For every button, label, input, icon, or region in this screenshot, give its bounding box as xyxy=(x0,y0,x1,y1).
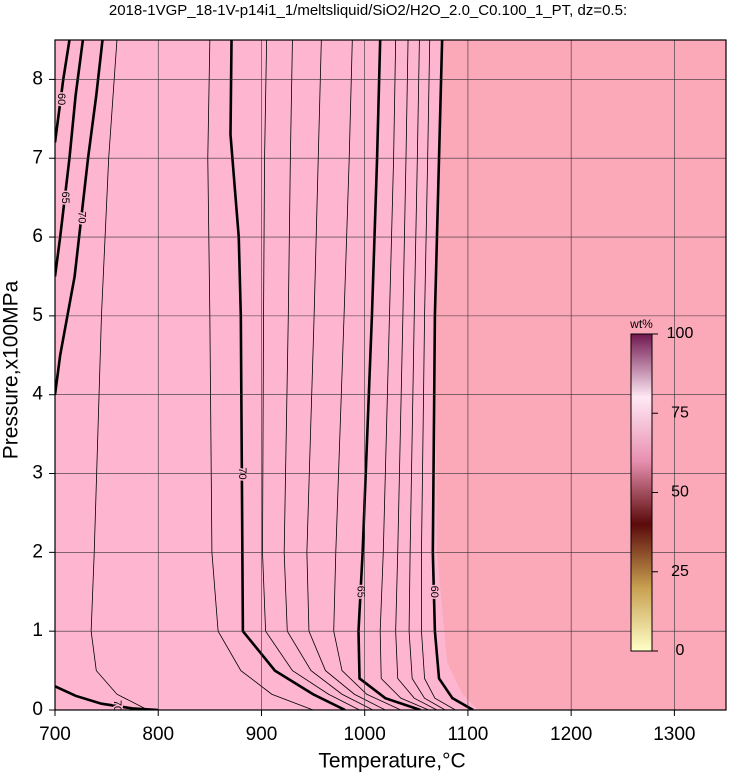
contour-label: 70 xyxy=(75,211,87,223)
x-tick-label: 1300 xyxy=(653,724,695,745)
contour-line xyxy=(379,40,429,710)
colorbar-tick-label: 25 xyxy=(671,563,689,580)
colorbar-tick-label: 100 xyxy=(667,325,694,342)
contour-line xyxy=(283,40,374,710)
y-tick-label: 2 xyxy=(32,541,43,562)
contour-line xyxy=(333,40,401,710)
y-axis-label: Pressure,x100MPa xyxy=(0,280,23,459)
colorbar-tick-label: 50 xyxy=(671,484,689,501)
colorbar xyxy=(630,333,653,652)
colorbar-label: wt% xyxy=(629,317,653,331)
contour-label: 60 xyxy=(55,93,67,105)
contour-line xyxy=(55,685,159,710)
x-tick-label: 700 xyxy=(39,724,71,745)
contour-line xyxy=(421,40,456,710)
contour-label: 60 xyxy=(428,586,440,598)
x-axis-label: Temperature,°C xyxy=(318,750,465,773)
contour-line xyxy=(408,40,446,710)
contour-line xyxy=(55,40,104,395)
band xyxy=(434,40,726,710)
x-tick-label: 900 xyxy=(246,724,278,745)
y-tick-label: 3 xyxy=(32,463,43,484)
y-tick-label: 1 xyxy=(32,620,43,641)
contour-line xyxy=(90,40,149,710)
contour-line xyxy=(207,40,314,710)
y-tick-label: 5 xyxy=(32,305,43,326)
x-tick-label: 1000 xyxy=(344,724,386,745)
contour-line xyxy=(395,40,438,710)
contour-line xyxy=(262,40,360,710)
contour-line xyxy=(306,40,386,710)
colorbar-tick-label: 0 xyxy=(676,642,685,659)
contour-label: 70 xyxy=(111,700,123,712)
y-tick-label: 0 xyxy=(32,699,43,720)
colorbar-tick-label: 75 xyxy=(671,404,689,421)
x-tick-label: 800 xyxy=(142,724,174,745)
y-tick-label: 6 xyxy=(32,226,43,247)
x-tick-label: 1100 xyxy=(447,724,488,745)
y-tick-label: 7 xyxy=(32,147,43,168)
contour-line xyxy=(431,40,474,710)
y-tick-label: 4 xyxy=(32,384,43,405)
x-tick-label: 1200 xyxy=(550,724,592,745)
contour-line xyxy=(55,40,71,143)
chart-title: 2018-1VGP_18-1V-p14i1_1/meltsliquid/SiO2… xyxy=(109,2,627,19)
y-tick-label: 8 xyxy=(32,68,43,89)
contour-line xyxy=(357,40,421,710)
plot-frame xyxy=(54,39,727,711)
contour-label: 65 xyxy=(59,192,71,204)
